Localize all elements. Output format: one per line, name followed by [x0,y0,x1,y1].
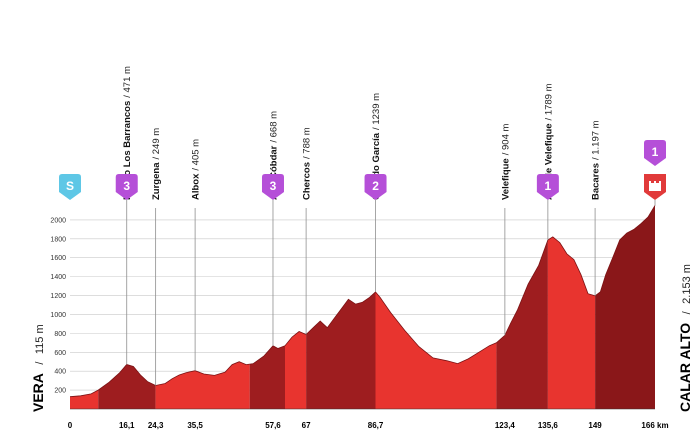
climb-category-marker: 1 [536,174,559,200]
x-tick-label: 35,5 [187,421,203,430]
profile-segment [496,239,548,409]
start-marker: S [59,174,81,200]
profile-segment [595,205,655,409]
start-altitude: 115 m [34,324,46,354]
y-tick-label: 1400 [50,274,66,281]
waypoint-name: Puerto Los Barrancos [122,101,133,200]
climb-category-marker-label: 3 [123,179,130,193]
x-tick-label: 166 km [641,421,668,430]
finish-altitude-sep: / [681,310,693,314]
waypoint-altitude: / 249 m [151,128,162,160]
waypoint-altitude: / 904 m [500,124,511,156]
waypoint-altitude: / 668 m [269,111,280,143]
waypoint-altitude: / 1239 m [371,93,382,130]
x-tick-label: 24,3 [148,421,164,430]
x-tick-label: 57,6 [265,421,281,430]
waypoint-labels: Puerto Los Barrancos / 471 m Zurgena / 249 … [122,66,601,200]
start-marker-shape [59,174,81,200]
x-tick-label: 135,6 [538,421,559,430]
waypoint-name: Albox [191,173,202,200]
y-axis: 200 400 600 800 1000 1200 1400 1600 1800 2000 [50,217,66,394]
waypoint-label: Zurgena / 249 m [151,128,162,200]
x-tick-label: 86,7 [368,421,384,430]
y-tick-label: 1200 [50,293,66,300]
x-tick-label: 123,4 [495,421,516,430]
profile-segment [285,331,307,409]
x-tick-label: 67 [302,421,311,430]
profile-line [69,205,656,398]
y-tick-label: 1800 [50,236,66,243]
y-tick-label: 200 [54,388,66,395]
waypoint-name: Bacares [591,163,602,200]
climb-category-marker-shape [364,174,387,200]
profile-segment [547,236,596,409]
waypoint-name: Velefique [500,158,511,200]
waypoint-label: Bacares / 1.197 m [591,120,602,200]
castle-icon [649,181,661,191]
profile-segment [249,345,285,409]
finish-altitude: 2.153 m [681,264,693,304]
y-tick-label: 600 [54,350,66,357]
profile-segment [375,291,497,409]
x-axis: 0 16,1 24,3 35,5 57,6 67 86,7 123,4 135,6 149 166 … [68,421,669,430]
climb-category-marker-shape [261,174,284,200]
profile-segment [306,291,376,409]
waypoint-label: Alto Cóbdar / 668 m [269,111,280,200]
start-altitude-sep: / [34,361,46,365]
finish-name: CALAR ALTO [677,323,693,412]
climb-markers: 3 3 2 1 S 1 [59,140,666,200]
climb-category-marker-shape [115,174,138,200]
finish-castle-marker [644,174,666,200]
x-tick-label: 0 [68,421,73,430]
waypoint-label: Albox / 405 m [191,139,202,200]
profile-area [70,205,655,409]
finish-climb-marker-shape [644,140,666,166]
waypoint-name: Alto de Velefique [543,123,554,200]
finish-climb-marker-label: 1 [652,145,659,159]
climb-category-marker-label: 1 [545,179,552,193]
y-tick-label: 1600 [50,255,66,262]
climb-category-marker: 2 [364,174,387,200]
climb-category-marker: 3 [261,174,284,200]
climb-category-marker: 3 [115,174,138,200]
waypoint-name: Alto Cóbdar [269,145,280,200]
y-tick-label: 1000 [50,312,66,319]
climb-category-marker-label: 3 [270,179,277,193]
waypoint-name: Chercos [302,162,313,200]
waypoint-altitude: / 471 m [122,66,133,98]
climb-category-marker-shape [536,174,559,200]
x-tick-label: 149 [588,421,602,430]
waypoint-label: Puerto Los Barrancos / 471 m [122,66,133,200]
start-marker-label: S [66,179,74,193]
waypoint-altitude: / 1.197 m [591,120,602,160]
y-tick-label: 400 [54,369,66,376]
waypoint-altitude: / 788 m [302,127,313,159]
finish-climb-marker: 1 [644,140,666,166]
waypoint-name: Zurgena [151,162,162,200]
waypoint-label: Velefique / 904 m [500,124,511,200]
waypoint-label: Chercos / 788 m [302,127,313,200]
profile-outline [69,205,656,410]
finish-label: CALAR ALTO / 2.153 m [677,264,694,412]
waypoint-label: Alto de Velefique / 1789 m [543,83,554,200]
waypoint-label: Collado García / 1239 m [371,93,382,200]
leader-lines [126,200,656,386]
waypoint-altitude: / 405 m [191,139,202,171]
profile-segment [98,364,156,409]
profile-segment [155,361,250,409]
start-label: VERA / 115 m [30,324,47,412]
start-name: VERA [30,373,46,412]
x-tick-label: 16,1 [119,421,135,430]
waypoint-altitude: / 1789 m [543,83,554,120]
profile-segment [70,390,99,409]
y-tick-label: 2000 [50,217,66,224]
y-tick-label: 800 [54,331,66,338]
waypoint-name: Collado García [371,132,382,200]
climb-category-marker-label: 2 [372,179,379,193]
